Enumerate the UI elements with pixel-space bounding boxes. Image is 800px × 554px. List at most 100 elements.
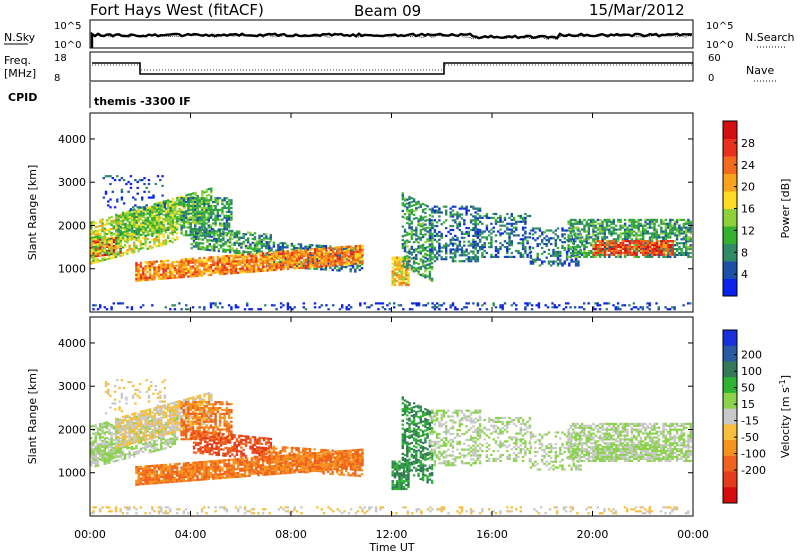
power-cell — [223, 257, 226, 260]
power-cell — [178, 223, 181, 226]
power-cell — [180, 212, 183, 215]
power-cell — [597, 243, 600, 247]
power-cell — [350, 253, 353, 256]
power-cell — [269, 235, 272, 238]
power-cell — [253, 232, 257, 235]
power-cell — [570, 258, 573, 261]
power-cell — [410, 237, 413, 241]
power-cell — [216, 214, 219, 217]
power-cell — [182, 258, 186, 261]
power-cell — [169, 206, 172, 209]
power-cell — [160, 265, 163, 269]
power-cell — [642, 245, 645, 248]
power-cell — [685, 251, 688, 255]
power-cell — [343, 251, 346, 254]
power-cell — [268, 255, 271, 258]
power-cell — [227, 208, 231, 211]
power-cell — [599, 230, 602, 233]
power-cell — [603, 251, 607, 254]
power-cell — [200, 197, 204, 200]
power-cell — [234, 271, 238, 274]
power-cell — [304, 308, 308, 311]
power-cell — [225, 268, 229, 271]
power-cell — [483, 255, 486, 258]
power-cell — [123, 251, 127, 254]
power-cell — [133, 251, 136, 254]
power-cell — [282, 258, 285, 261]
power-cell — [194, 201, 197, 204]
power-cell — [417, 200, 420, 203]
power-cell — [410, 228, 413, 231]
power-cell — [304, 248, 308, 252]
power-cell — [153, 230, 156, 233]
power-cell — [171, 225, 175, 228]
power-cell — [424, 254, 427, 257]
power-cell — [646, 218, 649, 221]
power-cell — [135, 231, 138, 234]
power-cell — [266, 257, 269, 260]
power-cell — [214, 263, 217, 266]
power-cell — [617, 251, 620, 254]
power-cell — [309, 262, 312, 265]
power-cell — [359, 256, 362, 259]
power-cell — [191, 208, 195, 211]
power-cell — [164, 277, 167, 280]
power-cell — [490, 238, 493, 241]
power-cell — [552, 260, 555, 263]
power-cell — [405, 281, 408, 285]
power-cell — [234, 254, 238, 257]
power-cell — [356, 248, 360, 251]
power-cell — [191, 220, 195, 223]
power-cell — [160, 277, 163, 280]
power-cell — [623, 228, 627, 231]
power-cell — [472, 250, 475, 253]
power-cell — [325, 253, 328, 256]
power-cell — [175, 268, 179, 271]
power-cell — [605, 226, 609, 229]
power-cell — [135, 209, 138, 213]
power-cell — [203, 256, 206, 259]
power-cell — [419, 266, 422, 269]
power-cell — [524, 246, 527, 249]
power-cell — [649, 251, 652, 254]
power-cell — [203, 197, 206, 200]
power-cell — [194, 214, 197, 217]
power-cell — [185, 234, 188, 237]
power-cell — [99, 238, 102, 242]
power-cell — [300, 251, 303, 254]
power-cell — [279, 247, 282, 250]
power-cell — [286, 258, 290, 261]
cpid-label: CPID — [8, 91, 37, 104]
power-cell — [239, 259, 242, 262]
power-cell — [162, 243, 165, 246]
power-cell — [185, 308, 188, 311]
power-cell — [421, 236, 425, 239]
power-cell — [198, 206, 202, 209]
power-cell — [219, 246, 223, 249]
power-cell — [512, 255, 516, 258]
power-cell — [144, 276, 147, 280]
power-cell — [121, 246, 125, 249]
power-cell — [196, 210, 199, 213]
power-cell — [601, 253, 604, 256]
power-cell — [633, 224, 636, 227]
power-cell — [488, 230, 491, 233]
power-cell — [219, 238, 223, 241]
power-cell — [429, 230, 432, 234]
power-cell — [472, 238, 475, 241]
power-cell — [171, 200, 174, 203]
power-cell — [603, 245, 607, 248]
power-cell — [128, 248, 131, 251]
power-cell — [120, 188, 124, 191]
power-cell — [201, 195, 204, 198]
power-cell — [238, 244, 241, 247]
power-cell — [241, 259, 244, 262]
power-cell — [272, 243, 276, 246]
power-cell — [626, 238, 629, 241]
power-cell — [243, 308, 247, 311]
power-cell — [633, 255, 636, 258]
power-cell — [90, 253, 93, 256]
power-cell — [169, 265, 172, 268]
power-cell — [205, 194, 208, 197]
power-cell — [112, 256, 115, 259]
